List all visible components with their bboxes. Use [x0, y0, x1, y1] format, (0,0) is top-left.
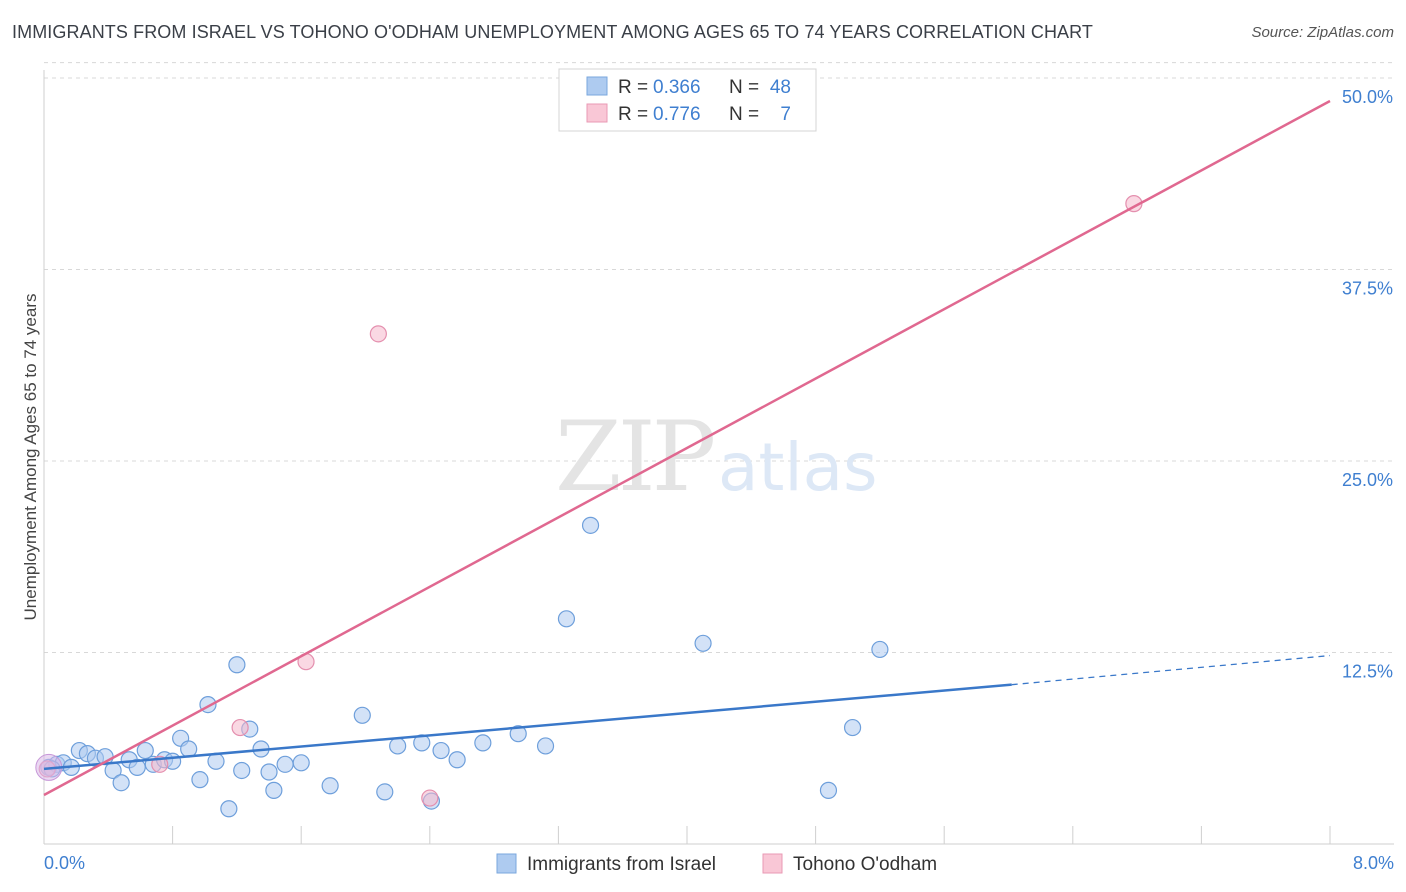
data-point: [265, 781, 283, 799]
data-point: [231, 718, 249, 737]
data-point: [694, 634, 712, 652]
y-tick-label: 12.5%: [1342, 662, 1393, 682]
trendline-tohono: [43, 99, 1331, 797]
axes: [43, 70, 1394, 845]
y-axis-title: Unemployment Among Ages 65 to 74 years: [21, 294, 40, 621]
x-axis-ticks: [172, 826, 1331, 844]
data-point: [843, 718, 862, 737]
data-point: [220, 800, 238, 818]
data-point: [376, 783, 394, 801]
y-tick-label: 37.5%: [1342, 279, 1393, 299]
data-point: [260, 763, 278, 781]
trendline-israel: [43, 683, 1012, 771]
data-point: [228, 656, 246, 674]
trendline-israel-extrapolated: [1011, 654, 1331, 686]
legend-label-tohono: Tohono O'odham: [793, 854, 937, 875]
legend-r-value: 0.366: [653, 77, 701, 98]
gridlines: [44, 62, 1394, 653]
data-point: [369, 325, 387, 343]
data-point: [581, 516, 600, 534]
chart-title: IMMIGRANTS FROM ISRAEL VS TOHONO O'ODHAM…: [12, 22, 1094, 42]
watermark-zip: ZIP: [555, 401, 714, 513]
data-point: [233, 761, 251, 780]
legend-n-label: N =: [729, 104, 759, 125]
data-point: [509, 725, 527, 743]
legend-swatch-israel: [496, 853, 517, 874]
legend-r-label: R =: [618, 104, 648, 125]
data-point: [276, 755, 294, 773]
correlation-legend: R = 0.366 N = 48 R = 0.776 N = 7: [558, 68, 817, 132]
y-tick-label: 50.0%: [1342, 87, 1393, 107]
data-point: [353, 706, 371, 724]
data-point: [389, 737, 407, 755]
data-point: [819, 781, 838, 799]
legend-swatch-pink: [586, 103, 608, 123]
data-point: [432, 741, 450, 760]
data-point: [421, 789, 439, 807]
data-point: [321, 777, 339, 795]
series-tohono-points: [35, 195, 1143, 807]
data-point: [128, 758, 146, 777]
data-point: [112, 774, 130, 792]
watermark: ZIP atlas: [555, 401, 878, 513]
legend-r-value: 0.776: [653, 104, 701, 125]
legend-n-label: N =: [729, 77, 759, 98]
legend-r-label: R =: [618, 77, 648, 98]
y-axis-tick-labels: 12.5% 25.0% 37.5% 50.0%: [1342, 87, 1393, 682]
legend-swatch-tohono: [762, 853, 783, 874]
y-tick-label: 25.0%: [1342, 470, 1393, 490]
legend-n-value: 7: [780, 104, 791, 125]
data-point: [871, 640, 889, 659]
legend-swatch-blue: [586, 76, 608, 96]
legend-label-israel: Immigrants from Israel: [527, 854, 716, 875]
x-tick-label-min: 0.0%: [44, 853, 85, 873]
data-point: [136, 741, 154, 760]
data-point: [292, 754, 310, 772]
source-credit: Source: ZipAtlas.com: [1251, 24, 1394, 41]
trendlines: [43, 99, 1331, 797]
data-point: [191, 771, 209, 789]
data-point: [474, 734, 492, 752]
data-point: [536, 737, 555, 755]
data-point: [448, 751, 466, 769]
series-legend: Immigrants from Israel Tohono O'odham: [496, 853, 937, 875]
data-point: [557, 610, 576, 628]
legend-n-value: 48: [770, 77, 791, 98]
series-israel-points: [40, 516, 889, 818]
x-tick-label-max: 8.0%: [1353, 853, 1394, 873]
watermark-atlas: atlas: [718, 429, 878, 506]
